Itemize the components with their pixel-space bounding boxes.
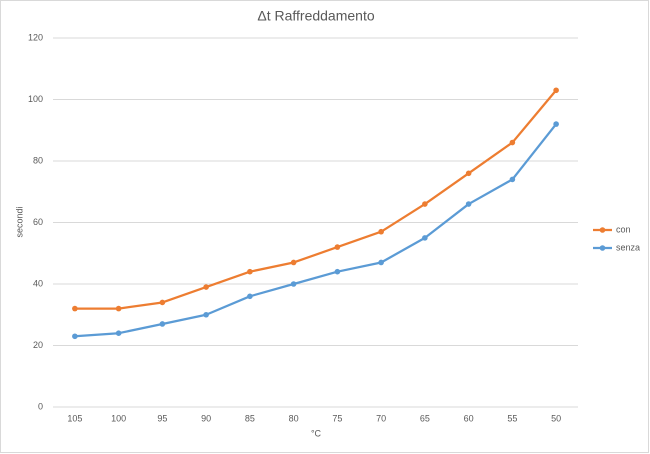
data-point (553, 87, 559, 94)
data-point (509, 139, 516, 146)
legend-label: con (616, 224, 631, 234)
x-tick-label: 55 (507, 413, 517, 423)
x-tick-label: 85 (245, 413, 255, 423)
y-tick-label: 20 (33, 340, 43, 350)
y-tick-label: 40 (33, 278, 43, 288)
x-tick-label: 75 (332, 413, 342, 423)
data-point (115, 305, 122, 312)
data-point (159, 299, 166, 306)
data-point (115, 330, 122, 337)
y-tick-label: 60 (33, 217, 43, 227)
x-tick-label: 90 (201, 413, 211, 423)
x-tick-label: 65 (420, 413, 430, 423)
x-tick-label: 60 (464, 413, 474, 423)
data-point (203, 284, 209, 290)
x-tick-label: 100 (111, 413, 126, 423)
x-tick-label: 70 (376, 413, 386, 423)
x-tick-label: 80 (289, 413, 299, 423)
data-point (422, 201, 428, 207)
x-tick-label: 50 (551, 413, 561, 423)
legend-label: senza (616, 242, 640, 252)
legend-marker (599, 245, 606, 251)
legend-marker (599, 227, 606, 233)
y-tick-label: 100 (28, 94, 43, 104)
data-point (290, 259, 297, 266)
y-tick-label: 0 (38, 401, 43, 411)
data-point (422, 235, 428, 241)
data-point (378, 228, 384, 235)
data-point (290, 281, 297, 287)
data-point (72, 305, 78, 312)
data-point (378, 259, 384, 266)
data-point (159, 321, 166, 327)
data-point (334, 244, 341, 250)
y-tick-label: 120 (28, 32, 43, 42)
x-axis-label: °C (311, 428, 322, 438)
series-line (74, 89, 557, 310)
data-point (334, 268, 341, 275)
y-axis-label: secondi (14, 206, 24, 237)
x-tick-label: 95 (157, 413, 167, 423)
data-point (509, 176, 516, 183)
data-point (247, 268, 253, 275)
chart-title: Δt Raffreddamento (257, 8, 374, 24)
data-point (465, 201, 472, 207)
data-point (465, 170, 472, 177)
x-tick-label: 105 (67, 413, 82, 423)
data-point (203, 311, 209, 318)
y-tick-label: 80 (33, 155, 43, 165)
data-point (553, 121, 559, 127)
series-line (74, 123, 558, 338)
data-point (72, 333, 78, 340)
data-point (247, 293, 253, 300)
